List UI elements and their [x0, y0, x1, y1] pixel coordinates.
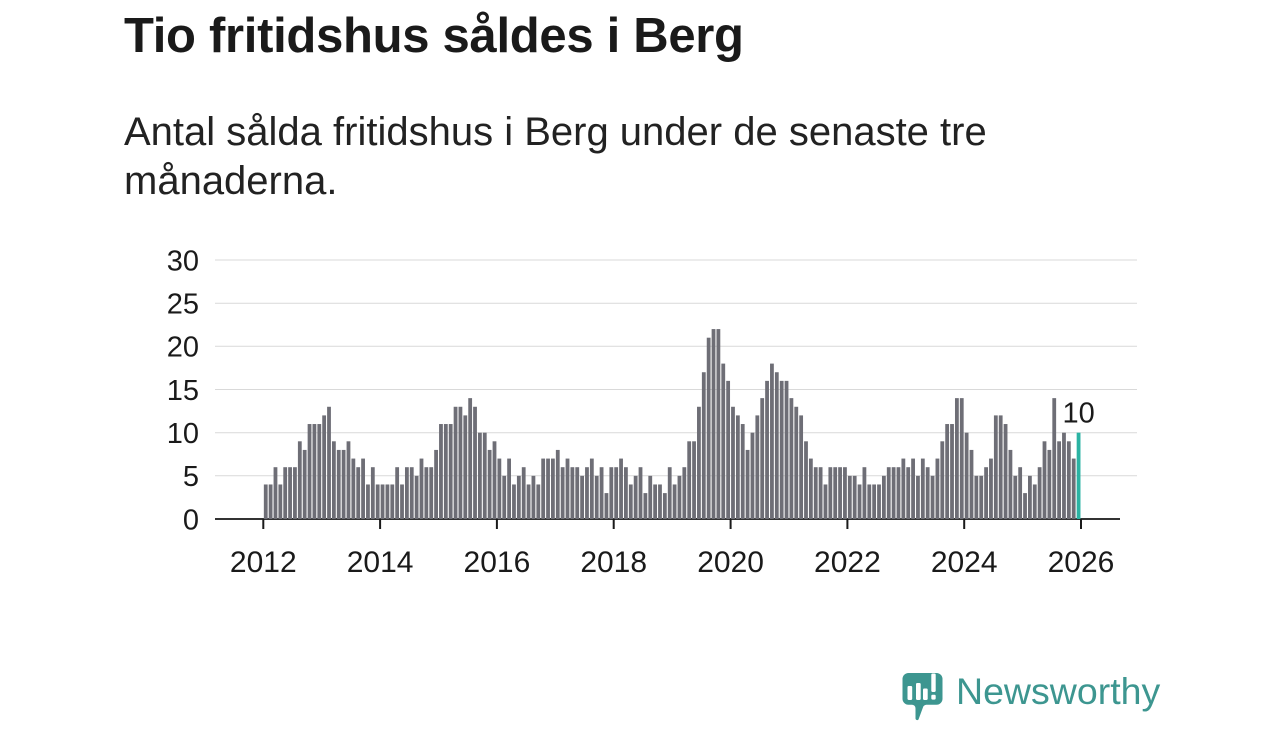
svg-text:2026: 2026	[1048, 546, 1115, 579]
svg-text:2022: 2022	[814, 546, 881, 579]
svg-text:30: 30	[167, 250, 199, 277]
svg-text:10: 10	[1062, 398, 1094, 430]
svg-text:Newsworthy: Newsworthy	[956, 670, 1160, 712]
svg-text:10: 10	[167, 418, 199, 450]
svg-text:0: 0	[183, 504, 199, 536]
svg-text:2020: 2020	[697, 546, 764, 579]
svg-text:25: 25	[167, 289, 199, 321]
svg-text:2012: 2012	[230, 546, 297, 579]
svg-text:5: 5	[183, 461, 199, 493]
svg-text:15: 15	[167, 375, 199, 407]
svg-text:20: 20	[167, 332, 199, 364]
svg-text:2014: 2014	[347, 546, 414, 579]
svg-text:2018: 2018	[580, 546, 647, 579]
svg-text:2024: 2024	[931, 546, 998, 579]
svg-text:2016: 2016	[464, 546, 531, 579]
